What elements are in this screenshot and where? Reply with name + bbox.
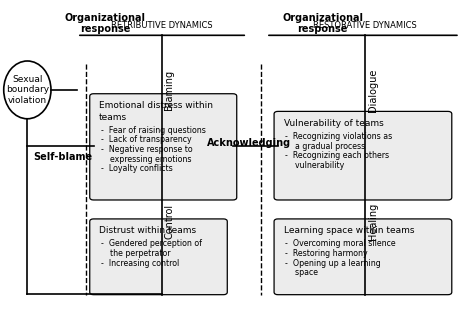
Text: RETRIBUTIVE DYNAMICS: RETRIBUTIVE DYNAMICS (111, 22, 213, 30)
Text: teams: teams (99, 113, 128, 122)
Text: space: space (290, 268, 318, 277)
FancyBboxPatch shape (90, 94, 237, 200)
Text: -  Lack of transparency: - Lack of transparency (101, 135, 191, 144)
Text: Learning space within teams: Learning space within teams (283, 226, 414, 235)
Text: -  Increasing control: - Increasing control (101, 259, 179, 268)
Text: -  Fear of raising questions: - Fear of raising questions (101, 126, 206, 135)
Text: -  Recognizing violations as: - Recognizing violations as (285, 132, 392, 141)
Text: Healing: Healing (368, 203, 378, 240)
Text: the perpetrator: the perpetrator (105, 249, 171, 258)
FancyBboxPatch shape (274, 111, 452, 200)
Text: Organizational
response: Organizational response (282, 13, 363, 34)
Text: Distrust within teams: Distrust within teams (99, 226, 196, 235)
Text: -  Loyalty conflicts: - Loyalty conflicts (101, 164, 173, 173)
Text: expressing emotions: expressing emotions (105, 155, 192, 164)
Text: -  Opening up a learning: - Opening up a learning (285, 259, 381, 268)
Text: -  Restoring harmony: - Restoring harmony (285, 249, 368, 258)
Text: Organizational
response: Organizational response (65, 13, 146, 34)
Text: a gradual process: a gradual process (290, 142, 365, 151)
FancyBboxPatch shape (90, 219, 227, 295)
Text: RESTORATIVE DYNAMICS: RESTORATIVE DYNAMICS (313, 22, 417, 30)
Text: -  Gendered perception of: - Gendered perception of (101, 239, 202, 248)
Text: Dialogue: Dialogue (368, 68, 378, 112)
Text: -  Recognizing each others: - Recognizing each others (285, 151, 390, 160)
Text: Self-blame: Self-blame (33, 152, 92, 162)
Text: -  Overcoming moral silence: - Overcoming moral silence (285, 239, 396, 248)
FancyBboxPatch shape (274, 219, 452, 295)
Text: -  Negative response to: - Negative response to (101, 145, 193, 154)
Text: Blaming: Blaming (164, 70, 174, 110)
Text: vulnerability: vulnerability (290, 161, 344, 170)
Text: Emotional distress within: Emotional distress within (99, 101, 213, 110)
Text: Control: Control (164, 204, 174, 239)
Text: Acknowledging: Acknowledging (208, 138, 292, 148)
Text: Sexual
boundary
violation: Sexual boundary violation (6, 75, 49, 105)
Text: Vulnerability of teams: Vulnerability of teams (283, 119, 383, 128)
